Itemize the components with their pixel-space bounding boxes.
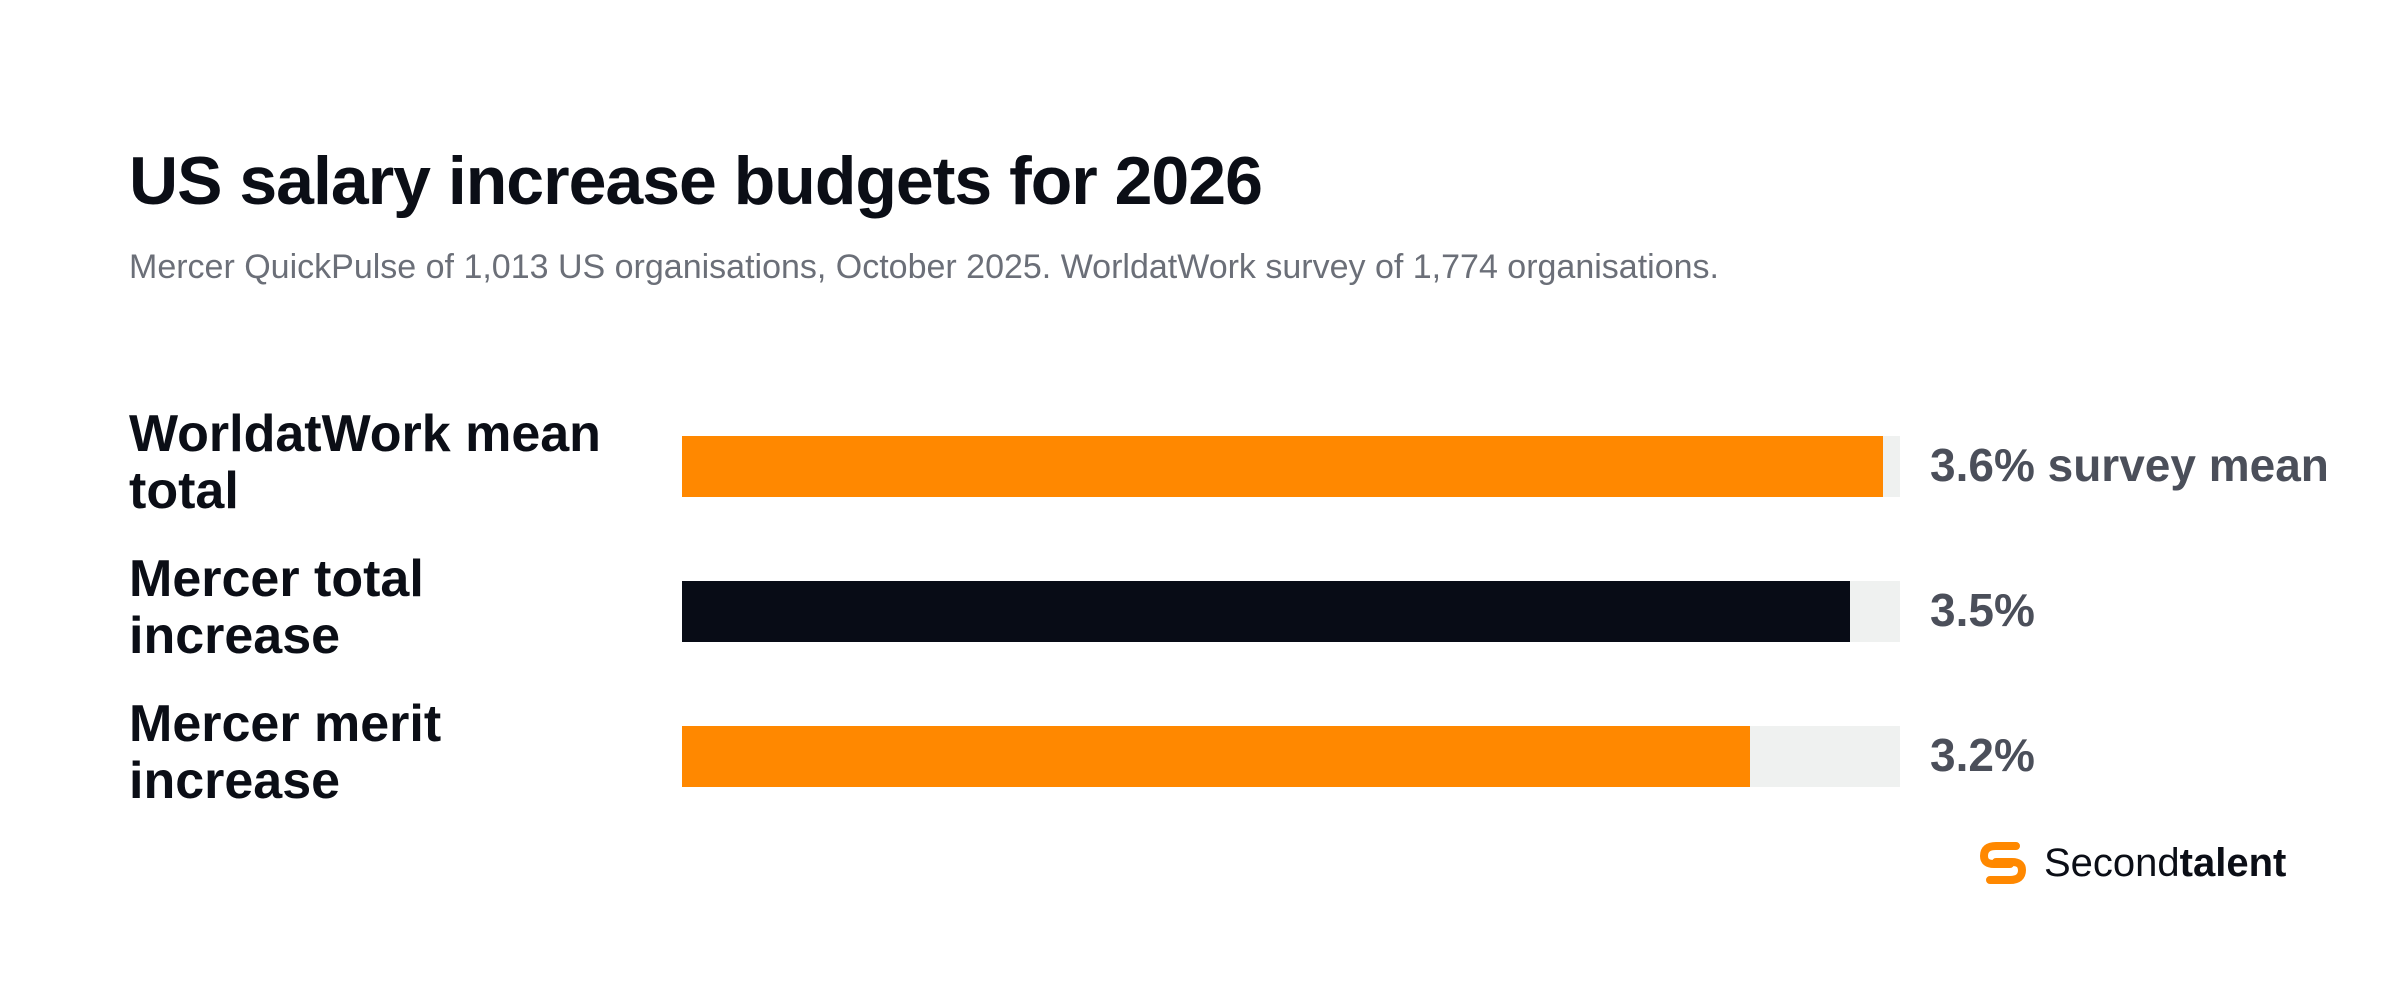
bar <box>682 436 1884 497</box>
brand-wordmark: Secondtalent <box>2044 841 2286 886</box>
brand-logo: Secondtalent <box>1976 836 2286 890</box>
chart-subtitle: Mercer QuickPulse of 1,013 US organisati… <box>129 248 1719 286</box>
brand-name-bold: talent <box>2179 840 2287 885</box>
secondtalent-logo-icon <box>1980 842 2026 884</box>
bar <box>682 726 1750 787</box>
bar-category-label: WorldatWork mean total <box>129 405 601 520</box>
bar-track <box>682 581 1900 642</box>
bar-category-label: Mercer total increase <box>129 550 424 665</box>
bar-value-label: 3.2% <box>1930 729 2035 781</box>
bar-value-label: 3.5% <box>1930 584 2035 636</box>
bar-category-label: Mercer merit increase <box>129 695 442 810</box>
bar-row: Mercer total increase 3.5% <box>0 0 2400 665</box>
bar-track <box>682 436 1900 497</box>
bar-value-label: 3.6% survey mean <box>1930 439 2329 491</box>
bar <box>682 581 1850 642</box>
chart-title: US salary increase budgets for 2026 <box>129 143 1263 219</box>
bar-row: WorldatWork mean total 3.6% survey mean <box>0 0 2400 520</box>
brand-name-regular: Second <box>2044 840 2180 885</box>
bar-track <box>682 726 1900 787</box>
bar-row: Mercer merit increase 3.2% <box>0 0 2400 810</box>
